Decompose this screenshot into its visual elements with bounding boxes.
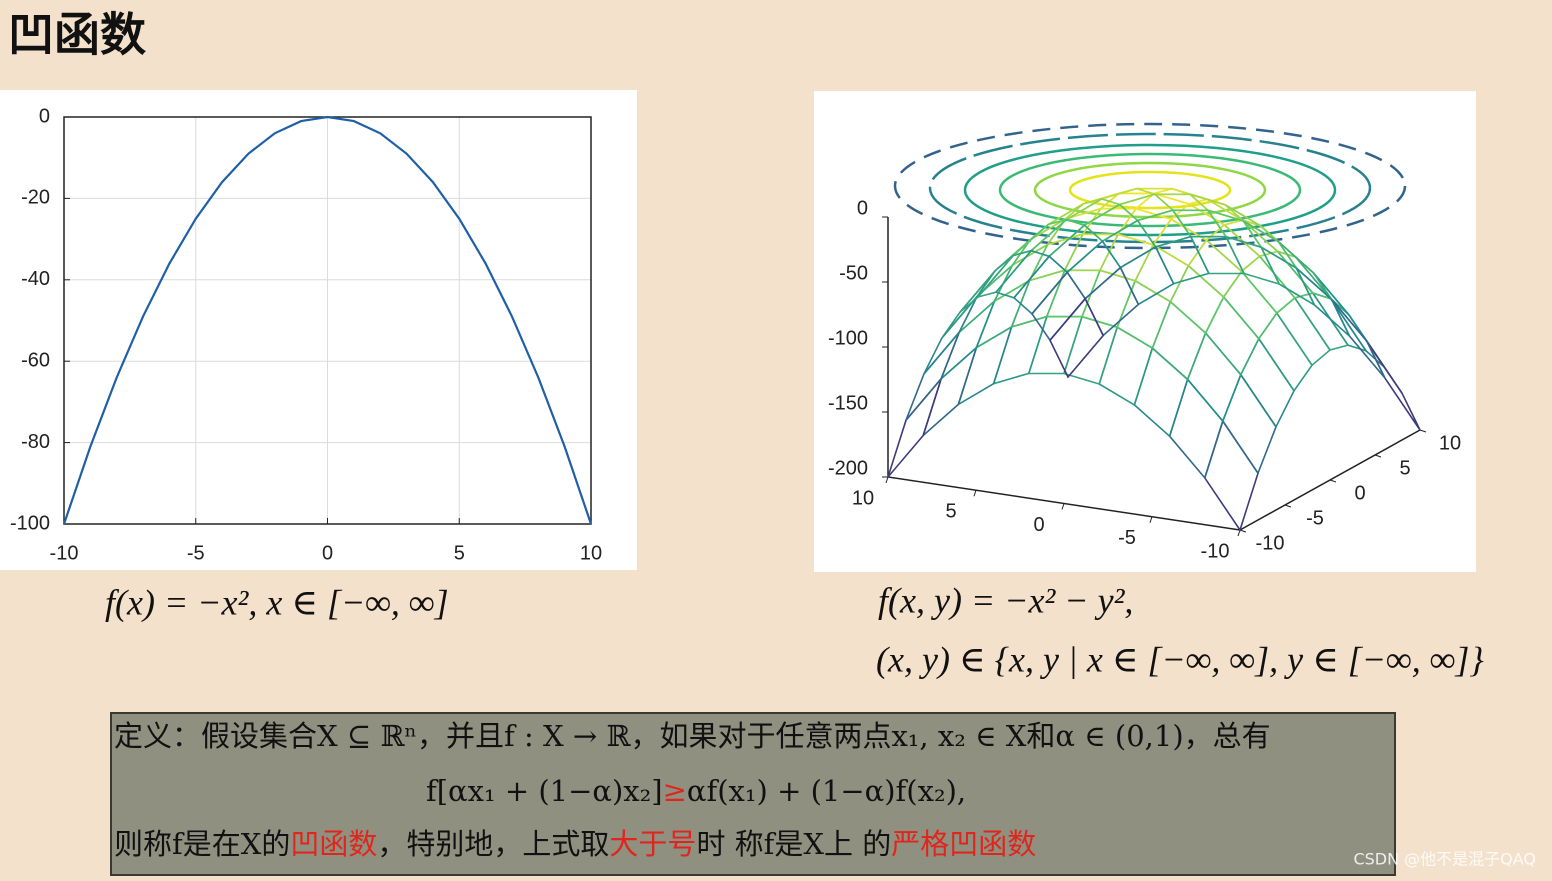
z-tick-label: -100: [828, 327, 868, 349]
y-tick-label: -20: [21, 187, 50, 209]
z-tick-label: 0: [857, 197, 868, 219]
y-tick-label: 10: [1439, 432, 1461, 454]
tick-mark: [1329, 479, 1337, 483]
z-tick-label: -150: [828, 392, 868, 414]
y-tick-label: 5: [1399, 457, 1410, 479]
tick-mark: [1061, 503, 1065, 510]
x-tick-label: -10: [1201, 540, 1230, 562]
tick-mark: [885, 476, 889, 484]
text-segment: 则称f是在X的: [114, 827, 290, 861]
formula-right-1: f(x, y) = −x² − y²,: [878, 580, 1133, 620]
left-panel: [0, 90, 637, 570]
x-tick-label: 5: [454, 542, 465, 564]
text-segment: 时 称f是X上 的: [696, 827, 891, 861]
line-series: [62, 115, 593, 525]
tick-mark: [1237, 529, 1241, 537]
z-tick-label: -200: [828, 457, 868, 479]
tick-mark: [1374, 454, 1382, 458]
definition-formula: f[αx₁ + (1−α)x₂]≥αf(x₁) + (1−α)f(x₂),: [426, 774, 966, 808]
y-tick-label: -60: [21, 349, 50, 371]
text-segment: ≥: [663, 774, 687, 808]
definition-line: 则称f是在X的凹函数，特别地，上式取大于号时 称f是X上 的严格凹函数: [114, 827, 1036, 861]
x-tick-label: 10: [580, 542, 602, 564]
surface-mesh: [887, 187, 1421, 532]
y-tick-label: 0: [1354, 482, 1365, 504]
tick-mark: [1284, 504, 1292, 508]
x-tick-label: -5: [1118, 527, 1136, 549]
z-tick-label: -50: [839, 262, 868, 284]
y-tick-label: -80: [21, 431, 50, 453]
surface-cell: [1049, 297, 1105, 379]
tick-mark: [1419, 429, 1427, 433]
text-segment: f[αx₁ + (1−α)x₂]: [426, 774, 663, 808]
watermark: CSDN @他不是混子QAQ: [1353, 850, 1536, 869]
y-tick-label: -5: [1306, 507, 1324, 529]
y-tick-label: -40: [21, 268, 50, 290]
tick-mark: [973, 490, 977, 497]
formula-left: f(x) = −x², x ∈ [−∞, ∞]: [105, 582, 449, 622]
x-tick-label: 0: [322, 542, 333, 564]
formula-right-2: (x, y) ∈ {x, y | x ∈ [−∞, ∞], y ∈ [−∞, ∞…: [876, 639, 1484, 679]
highlight: 严格凹函数: [891, 827, 1036, 861]
slide-title: 凹函数: [8, 8, 146, 62]
x-tick-label: 10: [852, 487, 874, 509]
definition-box: [110, 712, 1396, 876]
text-segment: ，特别地，上式取: [377, 827, 609, 861]
tick-mark: [1149, 516, 1153, 523]
text-segment: αf(x₁) + (1−α)f(x₂),: [687, 774, 966, 808]
x-tick-label: 0: [1033, 514, 1044, 536]
tick-mark: [1239, 529, 1247, 533]
x-tick-label: -10: [50, 542, 79, 564]
definition-line: 定义：假设集合X ⊆ ℝⁿ，并且f : X → ℝ，如果对于任意两点x₁, x₂…: [114, 719, 1271, 753]
highlight: 凹函数: [290, 827, 377, 861]
y-tick-label: 0: [39, 105, 50, 127]
x-tick-label: -5: [187, 542, 205, 564]
y-tick-label: -10: [1256, 532, 1285, 554]
x-tick-label: 5: [945, 501, 956, 523]
highlight: 大于号: [609, 827, 696, 861]
y-tick-label: -100: [10, 512, 50, 534]
